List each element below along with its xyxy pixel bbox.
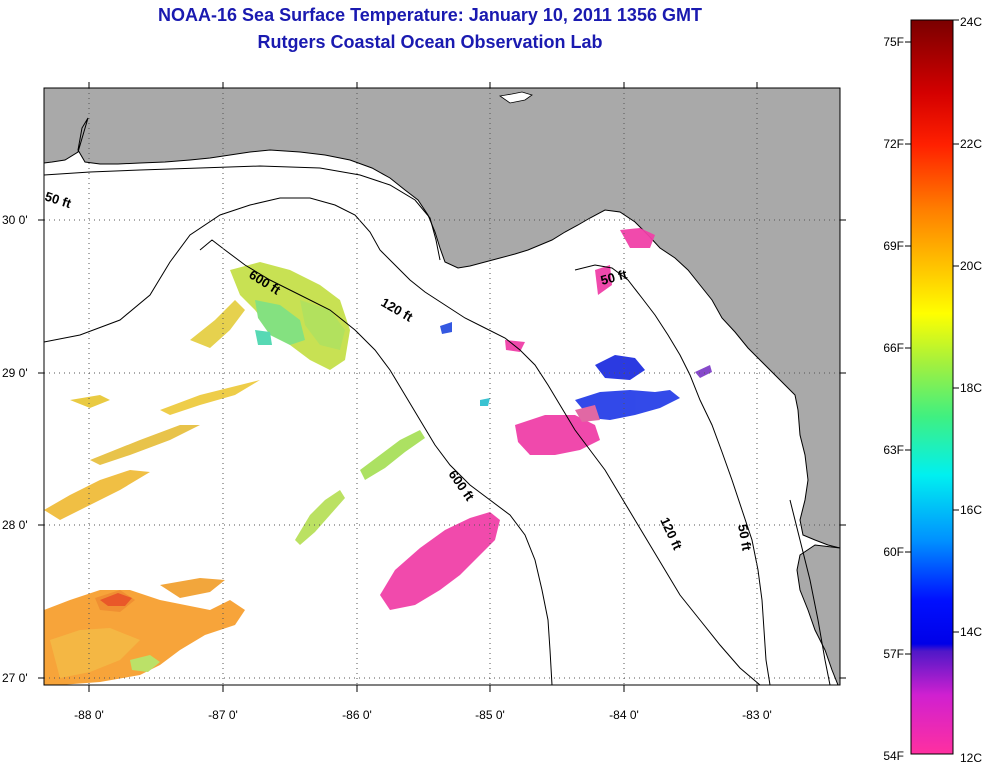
c-label: 12C xyxy=(960,751,982,765)
depth-contours xyxy=(44,165,831,685)
peninsula-land xyxy=(796,544,840,685)
c-label: 22C xyxy=(960,137,982,151)
fahrenheit-labels: 75F 72F 69F 66F 63F 60F 57F 54F xyxy=(883,35,904,763)
c-label: 24C xyxy=(960,15,982,29)
f-label: 72F xyxy=(883,137,904,151)
f-label: 63F xyxy=(883,443,904,457)
f-label: 54F xyxy=(883,749,904,763)
lat-axis-labels: 30 0' 29 0' 28 0' 27 0' xyxy=(2,213,28,685)
lon-label: -88 0' xyxy=(74,708,104,722)
contour-600ft xyxy=(199,239,553,685)
axis-ticks xyxy=(38,82,846,692)
land-mass xyxy=(44,88,840,549)
lon-label: -83 0' xyxy=(742,708,772,722)
title-line-1: NOAA-16 Sea Surface Temperature: January… xyxy=(158,5,702,25)
color-scale-ticks xyxy=(905,19,959,655)
sst-map: 50 ft 600 ft 120 ft 50 ft 600 ft 120 ft … xyxy=(2,82,846,722)
f-label: 69F xyxy=(883,239,904,253)
contour-50ft-south xyxy=(789,499,831,685)
contour-label-50ft-3: 50 ft xyxy=(735,523,755,553)
lat-label: 27 0' xyxy=(2,671,28,685)
c-label: 14C xyxy=(960,625,982,639)
f-label: 66F xyxy=(883,341,904,355)
lon-label: -84 0' xyxy=(609,708,639,722)
lat-label: 30 0' xyxy=(2,213,28,227)
c-label: 16C xyxy=(960,503,982,517)
lon-label: -86 0' xyxy=(342,708,372,722)
contour-label-50ft-2: 50 ft xyxy=(599,266,629,288)
sst-data-patches xyxy=(44,228,712,685)
map-title: NOAA-16 Sea Surface Temperature: January… xyxy=(0,2,860,56)
celsius-labels: 24C 22C 20C 18C 16C 14C 12C xyxy=(960,15,982,765)
lon-label: -85 0' xyxy=(475,708,505,722)
c-label: 18C xyxy=(960,381,982,395)
lon-label: -87 0' xyxy=(208,708,238,722)
contour-120ft xyxy=(44,197,761,685)
bay-shape xyxy=(498,91,533,104)
color-scale-bar xyxy=(910,19,954,755)
map-frame xyxy=(43,87,841,686)
f-label: 75F xyxy=(883,35,904,49)
lat-label: 29 0' xyxy=(2,366,28,380)
title-line-2: Rutgers Coastal Ocean Observation Lab xyxy=(257,32,603,52)
f-label: 60F xyxy=(883,545,904,559)
c-label: 20C xyxy=(960,259,982,273)
contour-50ft-east xyxy=(574,264,771,685)
lat-label: 28 0' xyxy=(2,518,28,532)
f-label: 57F xyxy=(883,647,904,661)
contour-50ft-west xyxy=(44,165,441,261)
lon-axis-labels: -88 0' -87 0' -86 0' -85 0' -84 0' -83 0… xyxy=(74,708,772,722)
